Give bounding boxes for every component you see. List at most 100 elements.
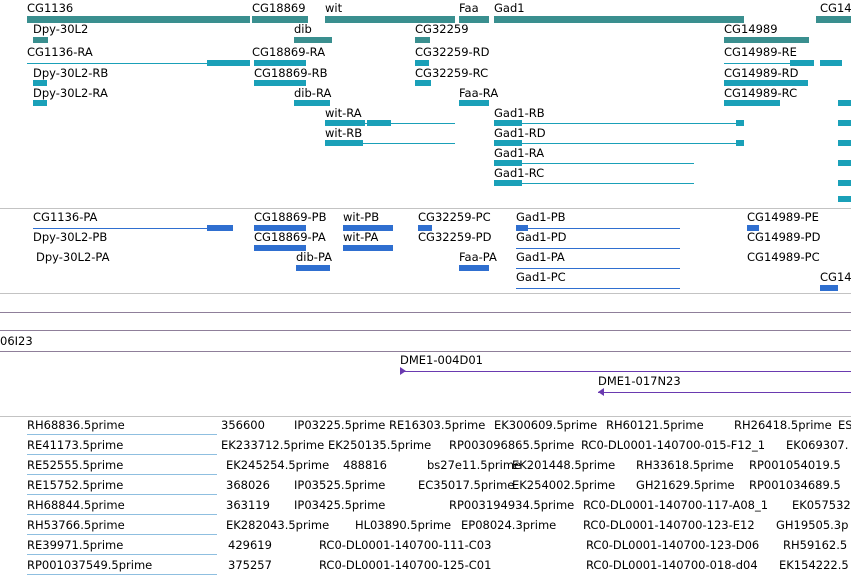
- est-label[interactable]: 368026: [226, 478, 270, 492]
- est-label[interactable]: IP03225.5prime: [294, 418, 386, 432]
- protein-label[interactable]: dib-PA: [296, 250, 333, 264]
- gene-label[interactable]: CG14: [820, 1, 851, 15]
- est-label[interactable]: RE16303.5prime: [389, 418, 486, 432]
- gene-bar[interactable]: [724, 37, 809, 43]
- transcript-label[interactable]: CG18869-RA: [252, 45, 326, 59]
- gene-bar[interactable]: [33, 37, 48, 43]
- protein-exon[interactable]: [343, 225, 393, 231]
- protein-exon[interactable]: [254, 225, 306, 231]
- gene-label[interactable]: Faa: [459, 1, 479, 15]
- transcript-label[interactable]: Gad1-RA: [494, 146, 545, 160]
- transcript-exon[interactable]: [459, 100, 489, 106]
- protein-label[interactable]: Gad1-PB: [516, 210, 566, 224]
- transcript-exon[interactable]: [820, 60, 842, 66]
- est-label[interactable]: GH21629.5prime: [636, 478, 735, 492]
- est-label[interactable]: ES: [838, 418, 851, 432]
- gene-bar[interactable]: [494, 16, 744, 23]
- est-label[interactable]: EK245254.5prime: [226, 458, 330, 472]
- est-label[interactable]: RP001034689.5: [749, 478, 841, 492]
- gene-label[interactable]: CG14989: [724, 22, 778, 36]
- transcript-label[interactable]: Dpy-30L2-RA: [33, 86, 108, 100]
- protein-exon[interactable]: [343, 245, 393, 251]
- est-label[interactable]: EK154222.5: [779, 558, 849, 572]
- est-label[interactable]: bs27e11.5prime: [427, 458, 522, 472]
- transcript-label[interactable]: Gad1-RC: [494, 166, 545, 180]
- gene-label[interactable]: wit: [325, 1, 343, 15]
- est-label[interactable]: RE41173.5prime: [27, 438, 124, 452]
- est-label[interactable]: RP003194934.5prime: [449, 498, 575, 512]
- protein-label[interactable]: Gad1-PA: [516, 250, 565, 264]
- transcript-exon[interactable]: [415, 80, 431, 86]
- protein-label[interactable]: Gad1-PC: [516, 270, 566, 284]
- protein-exon[interactable]: [418, 225, 432, 231]
- est-label[interactable]: 488816: [343, 458, 387, 472]
- transcript-label[interactable]: Gad1-RB: [494, 106, 545, 120]
- est-label[interactable]: 363119: [226, 498, 270, 512]
- est-label[interactable]: EK300609.5prime: [494, 418, 598, 432]
- transcript-label[interactable]: CG32259-RC: [415, 66, 489, 80]
- est-label[interactable]: 356600: [221, 418, 265, 432]
- est-label[interactable]: RH53766.5prime: [27, 518, 125, 532]
- protein-label[interactable]: CG32259-PD: [418, 230, 492, 244]
- transcript-exon[interactable]: [254, 80, 306, 86]
- transcript-exon[interactable]: [494, 180, 522, 186]
- est-label[interactable]: RH33618.5prime: [636, 458, 734, 472]
- transcript-exon[interactable]: [207, 60, 250, 66]
- gene-label[interactable]: CG18869: [252, 1, 306, 15]
- transcript-exon[interactable]: [33, 100, 47, 106]
- transcript-exon[interactable]: [838, 120, 851, 126]
- est-label[interactable]: IP03525.5prime: [294, 478, 386, 492]
- transcript-exon[interactable]: [294, 100, 330, 106]
- gene-label[interactable]: dib: [294, 22, 312, 36]
- est-label[interactable]: 375257: [228, 558, 272, 572]
- est-label[interactable]: RH59162.5: [783, 538, 848, 552]
- transcript-label[interactable]: CG14989-RD: [724, 66, 799, 80]
- transcript-exon[interactable]: [838, 140, 851, 146]
- transcript-exon[interactable]: [494, 140, 522, 146]
- est-label[interactable]: EK201448.5prime: [512, 458, 616, 472]
- est-label[interactable]: RP001054019.5: [749, 458, 841, 472]
- transcript-label[interactable]: Gad1-RD: [494, 126, 546, 140]
- protein-exon[interactable]: [207, 225, 233, 231]
- transcript-exon[interactable]: [838, 160, 851, 166]
- est-label[interactable]: RP003096865.5prime: [449, 438, 575, 452]
- transcript-exon[interactable]: [724, 100, 780, 106]
- est-label[interactable]: RH26418.5prime: [734, 418, 832, 432]
- est-label[interactable]: EK282043.5prime: [226, 518, 330, 532]
- est-label[interactable]: RC0-DL0001-140700-111-C03: [319, 538, 492, 552]
- transcript-exon[interactable]: [838, 180, 851, 186]
- protein-label[interactable]: CG32259-PC: [418, 210, 491, 224]
- est-label[interactable]: RC0-DL0001-140700-018-d04: [586, 558, 758, 572]
- transcript-label[interactable]: CG18869-RB: [254, 66, 328, 80]
- transcript-label[interactable]: CG14989-RE: [724, 45, 797, 59]
- gene-label[interactable]: Dpy-30L2: [33, 22, 89, 36]
- est-label[interactable]: RP001037549.5prime: [27, 558, 153, 572]
- protein-exon[interactable]: [820, 285, 838, 291]
- transcript-exon[interactable]: [736, 120, 744, 126]
- transcript-exon[interactable]: [367, 120, 391, 126]
- transcript-label[interactable]: CG1136-RA: [27, 45, 93, 59]
- transcript-exon[interactable]: [838, 100, 851, 106]
- protein-label[interactable]: Faa-PA: [459, 250, 497, 264]
- est-label[interactable]: 429619: [228, 538, 272, 552]
- transcript-label[interactable]: CG32259-RD: [415, 45, 490, 59]
- est-label[interactable]: RC0-DL0001-140700-117-A08_1: [583, 498, 769, 512]
- transcript-exon[interactable]: [494, 160, 522, 166]
- est-label[interactable]: HL03890.5prime: [355, 518, 452, 532]
- transcript-label[interactable]: wit-RB: [325, 126, 363, 140]
- gene-bar[interactable]: [325, 16, 455, 23]
- protein-label[interactable]: Gad1-PD: [516, 230, 567, 244]
- protein-exon[interactable]: [459, 265, 489, 271]
- transcript-label[interactable]: Faa-RA: [459, 86, 499, 100]
- protein-label[interactable]: CG14989-PD: [747, 230, 821, 244]
- transcript-exon[interactable]: [325, 120, 365, 126]
- transcript-label[interactable]: dib-RA: [294, 86, 332, 100]
- protein-label[interactable]: Dpy-30L2-PA: [36, 250, 110, 264]
- est-label[interactable]: IP03425.5prime: [294, 498, 386, 512]
- clone-label[interactable]: DME1-017N23: [598, 374, 681, 388]
- gene-bar[interactable]: [27, 16, 250, 23]
- est-label[interactable]: EK069307.: [786, 438, 849, 452]
- protein-exon[interactable]: [296, 265, 330, 271]
- protein-exon[interactable]: [516, 225, 528, 231]
- protein-label[interactable]: wit-PB: [343, 210, 380, 224]
